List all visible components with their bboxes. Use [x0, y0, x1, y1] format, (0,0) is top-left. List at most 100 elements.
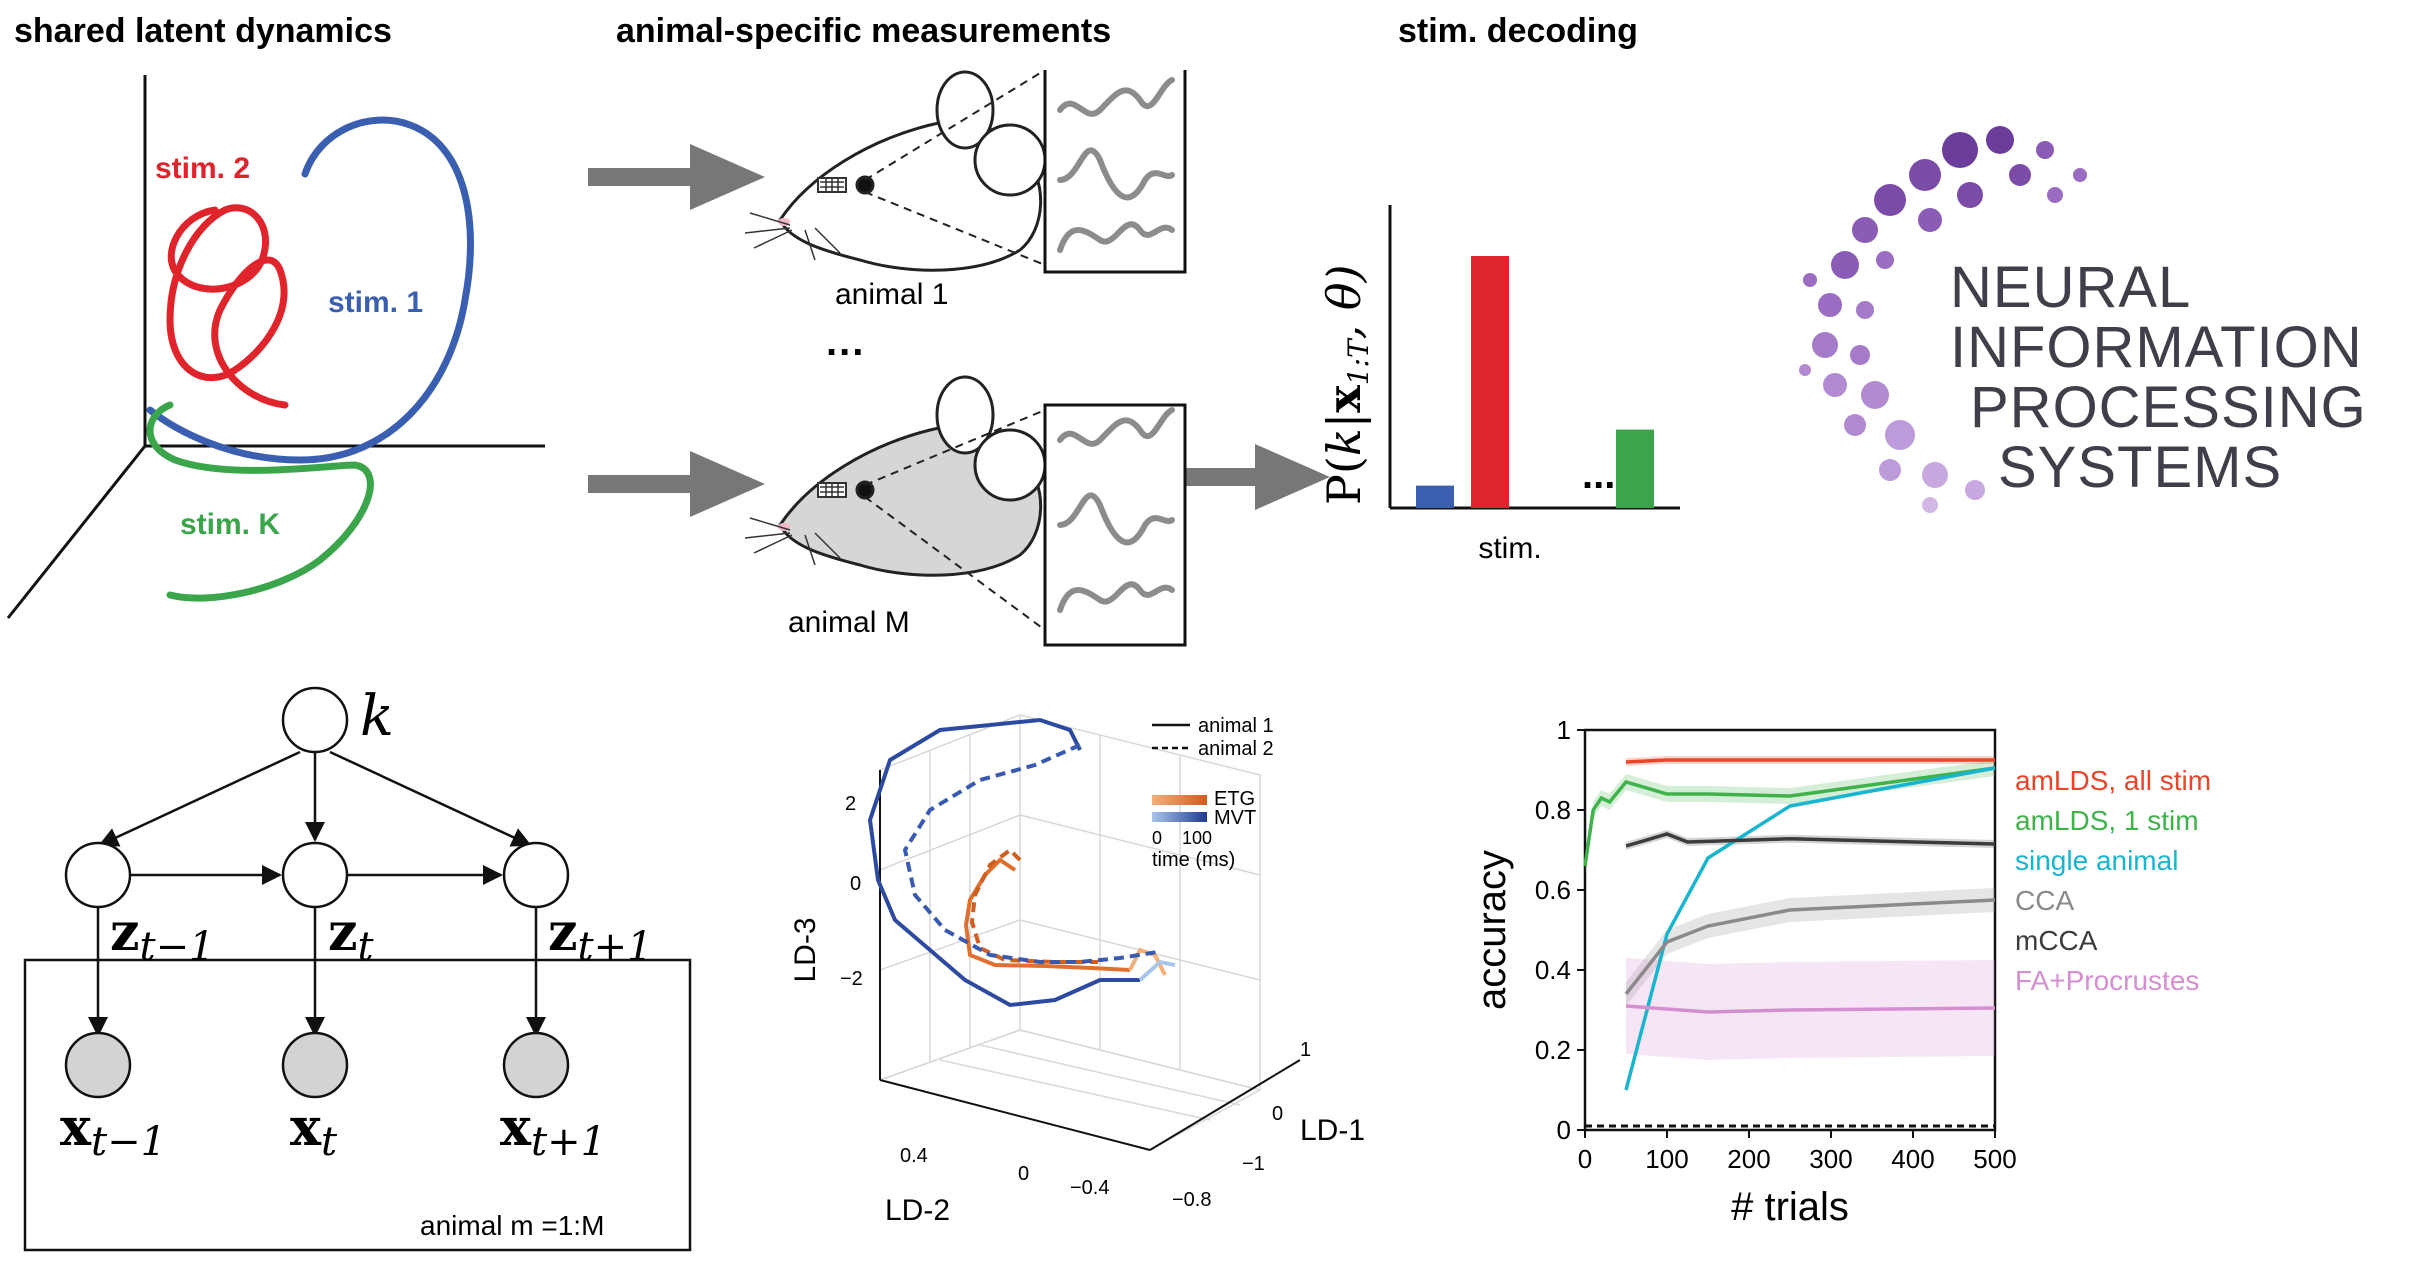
k-to-zprev — [98, 750, 301, 847]
ld3-tick-0: 0 — [850, 873, 861, 895]
y-axis-line — [6, 445, 147, 619]
x-tick-label: 400 — [1891, 1144, 1934, 1174]
shared-latent-header: shared latent dynamics — [14, 12, 392, 50]
x-next-node — [502, 1031, 570, 1099]
accuracy-ylabel: accuracy — [1470, 850, 1514, 1010]
legend-entry-2: single animal — [2015, 845, 2178, 876]
x-t-label: xt — [290, 1097, 338, 1165]
x-prev-node — [64, 1031, 132, 1099]
z-next-label: zt+1 — [548, 902, 653, 970]
series-band-3 — [1626, 888, 1995, 1006]
neurips-logo-dots — [1799, 126, 2087, 513]
z-t-label: zt — [328, 902, 375, 970]
x-tick-label: 200 — [1727, 1144, 1770, 1174]
accuracy-xlabel: # trials — [1731, 1185, 1849, 1229]
stimK-trajectory — [146, 401, 374, 602]
animal1-label: animal 1 — [835, 278, 949, 311]
decoding-bar-3 — [1616, 429, 1654, 508]
y-tick-label: 0 — [1557, 1115, 1571, 1145]
k-node — [281, 686, 349, 754]
mvt-label: MVT — [1214, 807, 1256, 829]
ld3-tick-neg2: −2 — [840, 968, 863, 990]
series-line-3 — [1624, 898, 1996, 996]
ld2-tick-neg0.8: −0.8 — [1172, 1189, 1211, 1211]
series-line-1 — [1583, 766, 1996, 867]
y-tick-label: 0.4 — [1535, 955, 1571, 985]
ld2-tick-0.4: 0.4 — [900, 1145, 928, 1167]
mouse1-top-lead — [864, 70, 1046, 181]
ld1-tick-neg1: −1 — [1242, 1153, 1265, 1175]
ld2-axis-label: LD-2 — [885, 1194, 950, 1227]
legend-entry-1: amLDS, 1 stim — [2015, 805, 2199, 836]
k-to-znext — [329, 750, 532, 847]
etg-animal1-trajectory — [963, 857, 1131, 972]
mouse1-bottom-lead — [864, 191, 1046, 266]
legend-dashed-label: animal 2 — [1198, 738, 1274, 760]
neurips-line4: SYSTEMS — [1998, 435, 2283, 500]
y-tick-label: 0.2 — [1535, 1035, 1571, 1065]
legend-entry-3: CCA — [2015, 885, 2074, 916]
decoding-ylabel: P(k|x1:T, θ) — [1317, 264, 1375, 505]
latent-dynamics-diagram — [6, 75, 545, 619]
ld2-tick-neg0.4: −0.4 — [1070, 1177, 1109, 1199]
plate-label: animal m =1:M — [420, 1210, 604, 1241]
arrow-to-animalM — [588, 451, 765, 517]
time-start-label: 0 — [1152, 828, 1162, 848]
decoding-xlabel: stim. — [1478, 532, 1541, 565]
neurips-logo-text: NEURAL INFORMATION PROCESSING SYSTEMS — [1950, 258, 2367, 498]
series-line-5 — [1625, 1004, 1996, 1014]
decoding-bar-chart: ... stim. P(k|x1:T, θ) — [1317, 205, 1680, 565]
etg-colorbar — [1152, 795, 1207, 805]
signal-traces-1 — [1057, 77, 1175, 253]
legend-entry-5: FA+Procrustes — [2015, 965, 2199, 996]
mouseM-bottom-lead — [864, 496, 1046, 631]
z-prev-node — [64, 841, 132, 909]
ld3-tick-2: 2 — [845, 793, 856, 815]
neurips-logo-graphic — [1799, 126, 2087, 513]
series-line-4 — [1625, 832, 1996, 848]
svg-text:P(k|x1:T, θ): P(k|x1:T, θ) — [1317, 264, 1375, 505]
latent-3d-plot: animal 1 animal 2 ETG MVT 0 100 time (ms… — [789, 714, 1365, 1227]
time-label: time (ms) — [1152, 849, 1235, 871]
k-label: k — [360, 684, 394, 749]
ld3-axis-label: LD-3 — [789, 917, 822, 982]
series-line-2 — [1624, 766, 1996, 1091]
series-line-0 — [1625, 758, 1995, 764]
stim1-trajectory — [146, 116, 474, 464]
x-tick-label: 500 — [1973, 1144, 2016, 1174]
y-tick-label: 1 — [1557, 715, 1571, 745]
z-next-node — [502, 841, 570, 909]
stim-decoding-header: stim. decoding — [1398, 12, 1638, 50]
mvt-animal1-trajectory — [867, 723, 1140, 1008]
etg-label: ETG — [1214, 788, 1255, 810]
z-t-node — [281, 841, 349, 909]
stim1-label: stim. 1 — [328, 286, 424, 319]
x-prev-label: xt−1 — [60, 1097, 166, 1165]
y-tick-label: 0.6 — [1535, 875, 1571, 905]
animal-plate — [23, 958, 692, 1252]
x-t-node — [281, 1031, 349, 1099]
latent3d-grid — [879, 714, 1261, 1151]
ld1-axis-label: LD-1 — [1300, 1114, 1365, 1147]
mvt-colorbar — [1152, 812, 1207, 822]
arrow-to-animal1 — [588, 144, 765, 210]
graphical-model-diagram: k zt−1 zt zt+1 xt−1 xt xt+1 animal m =1:… — [23, 684, 692, 1252]
mouseM-top-lead — [864, 409, 1046, 486]
animalM-label: animal M — [788, 606, 910, 639]
mouse-1-icon — [744, 70, 1047, 272]
neurips-line3: PROCESSING — [1970, 375, 2367, 440]
neurips-line1: NEURAL — [1950, 255, 2192, 320]
latent3d-axes — [879, 770, 1301, 1151]
decoding-bar-2 — [1471, 256, 1509, 508]
mvt-animal1-start — [989, 717, 1082, 751]
mvt-animal2-trajectory — [902, 743, 1159, 964]
x-tick-label: 0 — [1578, 1144, 1592, 1174]
accuracy-plot-frame — [1583, 728, 1997, 1132]
ld1-tick-0: 0 — [1272, 1103, 1283, 1125]
legend-entry-4: mCCA — [2015, 925, 2098, 956]
animals-ellipsis: ... — [826, 320, 866, 364]
stimK-label: stim. K — [180, 508, 281, 541]
decoding-ellipsis: ... — [1582, 453, 1615, 497]
x-tick-label: 100 — [1645, 1144, 1688, 1174]
stim2-trajectory — [166, 204, 289, 409]
